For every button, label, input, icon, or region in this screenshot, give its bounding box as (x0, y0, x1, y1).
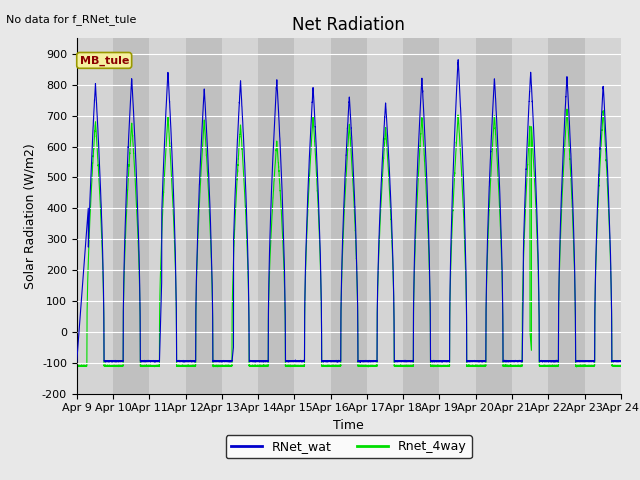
X-axis label: Time: Time (333, 419, 364, 432)
Bar (113, 38, 149, 394)
Bar (186, 38, 222, 394)
Rnet_4way (486, 195, 493, 201)
RNet_wat (356, 360, 364, 365)
Line: Rnet_4way: Rnet_4way (77, 109, 621, 367)
Title: Net Radiation: Net Radiation (292, 16, 405, 34)
Bar (258, 38, 294, 394)
RNet_wat (330, 359, 338, 364)
Text: No data for f_RNet_tule: No data for f_RNet_tule (6, 14, 137, 25)
RNet_wat (588, 359, 595, 364)
Rnet_4way (73, 363, 81, 369)
Rnet_4way (258, 363, 266, 369)
Bar (331, 38, 367, 394)
RNet_wat (73, 358, 81, 364)
Bar (403, 38, 440, 394)
Bar (548, 38, 584, 394)
RNet_wat (594, 189, 602, 195)
Rnet_4way (588, 363, 595, 369)
Rnet_4way (470, 363, 478, 369)
RNet_wat (454, 57, 462, 62)
RNet_wat (617, 359, 625, 364)
Text: MB_tule: MB_tule (79, 55, 129, 66)
Rnet_4way (617, 363, 625, 369)
Legend: RNet_wat, Rnet_4way: RNet_wat, Rnet_4way (226, 435, 472, 458)
RNet_wat (258, 359, 266, 364)
Y-axis label: Solar Radiation (W/m2): Solar Radiation (W/m2) (24, 143, 36, 289)
Rnet_4way (330, 363, 338, 369)
Rnet_4way (573, 364, 580, 370)
RNet_wat (486, 168, 493, 173)
Bar (476, 38, 512, 394)
Rnet_4way (594, 203, 602, 208)
Rnet_4way (563, 106, 571, 112)
Line: RNet_wat: RNet_wat (77, 60, 621, 362)
RNet_wat (471, 358, 479, 364)
